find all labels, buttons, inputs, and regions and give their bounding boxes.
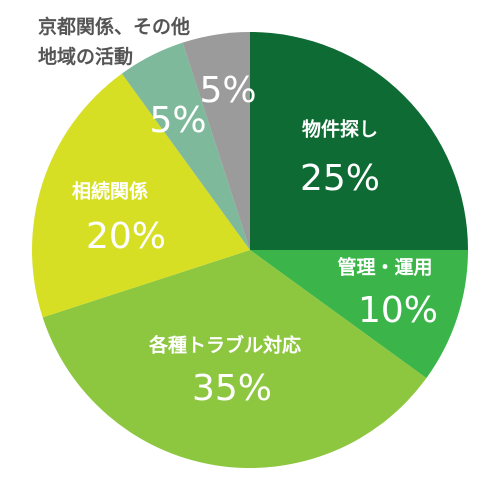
slice-label: 各種トラブル対応 (148, 334, 301, 357)
pie-slice (121, 42, 250, 250)
value-label: 5% (199, 70, 256, 111)
value-label: 20% (86, 216, 166, 257)
value-label: 25% (300, 158, 380, 199)
slice-label: 相続関係 (72, 180, 148, 203)
value-label: 5% (149, 100, 206, 141)
pie-slice (32, 73, 251, 318)
slice-label: 京都関係、その他地域の活動 (38, 16, 191, 68)
pie-slice (250, 32, 468, 250)
pie-slice (250, 250, 468, 379)
slice-label: 物件探し (302, 118, 378, 141)
slice-label: 管理・運用 (337, 256, 432, 279)
value-label: 10% (358, 290, 438, 331)
pie-slice (182, 32, 250, 250)
value-label: 35% (192, 368, 272, 409)
pie-slice (42, 250, 427, 468)
